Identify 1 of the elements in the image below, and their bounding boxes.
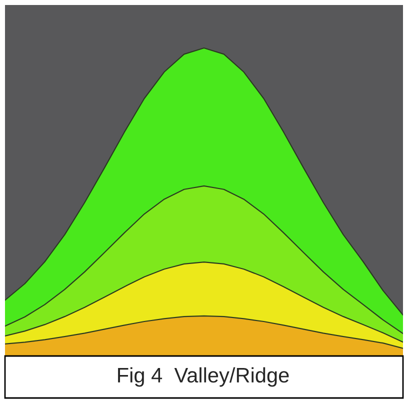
caption: Fig 4 Valley/Ridge [118,367,289,387]
